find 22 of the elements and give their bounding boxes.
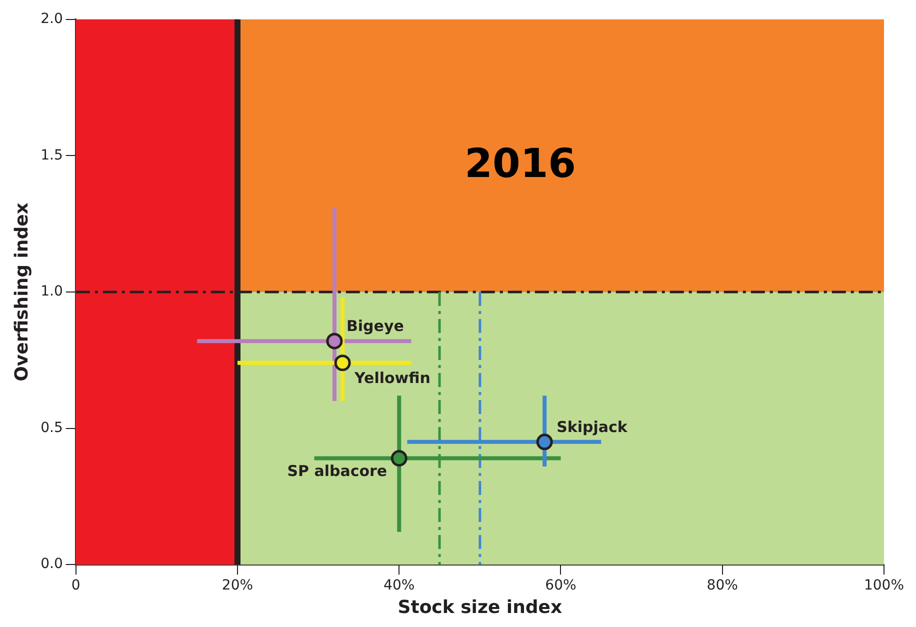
point [536, 434, 553, 450]
x-tick-label: 40% [384, 578, 415, 594]
x-axis-title: Stock size index [398, 596, 562, 618]
text: 2016 [464, 140, 576, 187]
x-tick-label: 60% [545, 578, 576, 594]
y-axis-title: Overfishing index [11, 202, 32, 382]
y-tick-label: 0.0 [40, 556, 63, 572]
point [326, 332, 343, 350]
y-tick-label: 0.5 [40, 420, 63, 436]
series-label: Skipjack [556, 418, 628, 436]
y-tick-label: 1.0 [40, 284, 63, 300]
x-tick-label: 80% [706, 578, 738, 594]
y-tick-label: 2.0 [40, 11, 63, 28]
x-tick-label: 100% [864, 578, 904, 594]
series-label: SP albacore [287, 462, 388, 480]
x-tick-label: 20% [222, 578, 254, 594]
series-label: Bigeye [346, 316, 404, 335]
y-tick-label: 1.5 [40, 147, 63, 164]
point [334, 354, 351, 372]
point [390, 450, 408, 467]
x-tick-label: 0 [71, 578, 80, 594]
series-label: Yellowfin [354, 368, 430, 387]
